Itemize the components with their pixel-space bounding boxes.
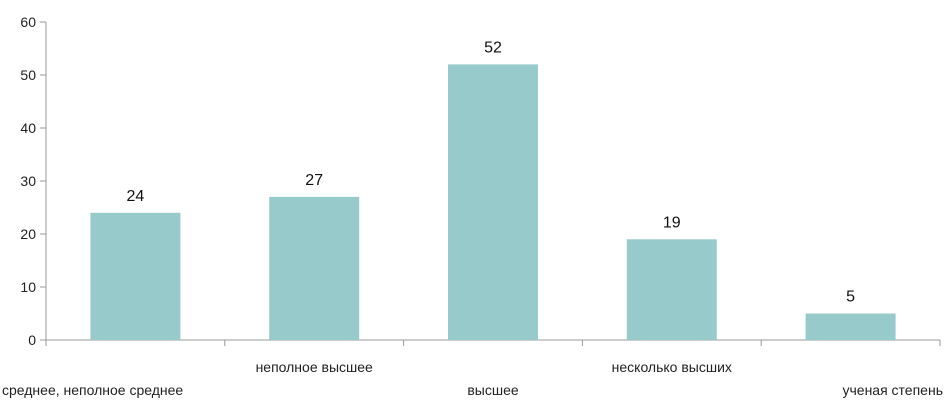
bar [448, 64, 538, 340]
y-tick-label: 0 [28, 332, 36, 348]
data-label: 27 [305, 172, 323, 189]
bar [90, 213, 180, 340]
y-tick-label: 60 [20, 14, 36, 30]
y-tick-label: 40 [20, 120, 36, 136]
category-label: высшее [467, 382, 519, 398]
category-label: ученая степень [842, 382, 943, 398]
y-tick-label: 20 [20, 226, 36, 242]
category-label: несколько высших [612, 359, 732, 375]
category-label: неполное высшее [256, 359, 373, 375]
y-tick-label: 10 [20, 279, 36, 295]
data-label: 24 [127, 188, 145, 205]
data-label: 19 [663, 214, 681, 231]
bar [806, 314, 896, 341]
data-label: 5 [846, 289, 855, 306]
chart-bars [90, 64, 895, 340]
category-label: среднее, неполное среднее [2, 382, 183, 398]
data-label: 52 [484, 39, 502, 56]
y-tick-label: 30 [20, 173, 36, 189]
bar [627, 239, 717, 340]
y-tick-label: 50 [20, 67, 36, 83]
bar [269, 197, 359, 340]
